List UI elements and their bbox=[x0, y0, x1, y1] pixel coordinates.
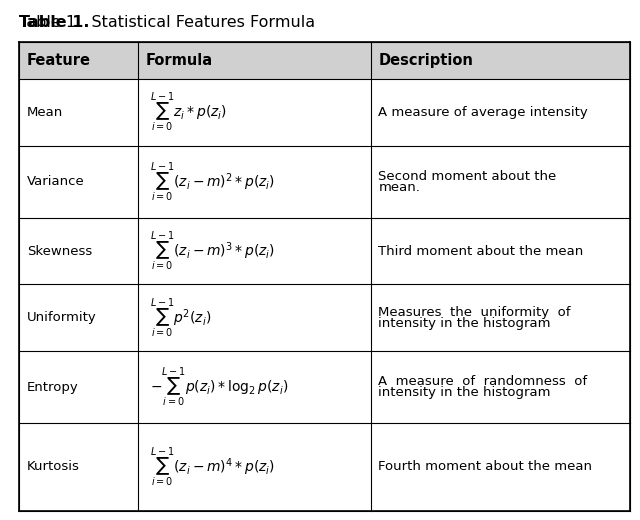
Text: $\sum_{i=0}^{L-1} p^2(z_i)$: $\sum_{i=0}^{L-1} p^2(z_i)$ bbox=[150, 296, 211, 340]
Text: Measures  the  uniformity  of: Measures the uniformity of bbox=[378, 306, 571, 319]
Text: Variance: Variance bbox=[27, 175, 84, 188]
Text: Uniformity: Uniformity bbox=[27, 311, 97, 324]
Text: $\sum_{i=0}^{L-1} z_i * p(z_i)$: $\sum_{i=0}^{L-1} z_i * p(z_i)$ bbox=[150, 90, 227, 135]
Text: mean.: mean. bbox=[378, 181, 420, 194]
Text: A measure of average intensity: A measure of average intensity bbox=[378, 106, 588, 119]
Text: Table 1.: Table 1. bbox=[19, 15, 90, 30]
Text: Entropy: Entropy bbox=[27, 381, 79, 394]
Text: Mean: Mean bbox=[27, 106, 63, 119]
Text: intensity in the histogram: intensity in the histogram bbox=[378, 386, 551, 399]
Text: Second moment about the: Second moment about the bbox=[378, 170, 557, 183]
Text: A  measure  of  randomness  of: A measure of randomness of bbox=[378, 375, 588, 388]
Text: Feature: Feature bbox=[27, 53, 91, 68]
Text: Description: Description bbox=[378, 53, 473, 68]
Text: Third moment about the mean: Third moment about the mean bbox=[378, 244, 584, 257]
Text: Fourth moment about the mean: Fourth moment about the mean bbox=[378, 460, 593, 473]
Text: $\sum_{i=0}^{L-1} (z_i - m)^2 * p(z_i)$: $\sum_{i=0}^{L-1} (z_i - m)^2 * p(z_i)$ bbox=[150, 160, 275, 204]
Text: Formula: Formula bbox=[146, 53, 213, 68]
Text: $\sum_{i=0}^{L-1} (z_i - m)^4 * p(z_i)$: $\sum_{i=0}^{L-1} (z_i - m)^4 * p(z_i)$ bbox=[150, 445, 275, 489]
Text: Skewness: Skewness bbox=[27, 244, 92, 257]
Text: Kurtosis: Kurtosis bbox=[27, 460, 80, 473]
Text: Table 1.  Statistical Features Formula: Table 1. Statistical Features Formula bbox=[19, 15, 316, 30]
Text: intensity in the histogram: intensity in the histogram bbox=[378, 317, 551, 330]
Text: $-\sum_{i=0}^{L-1} p(z_i) * \log_2 p(z_i)$: $-\sum_{i=0}^{L-1} p(z_i) * \log_2 p(z_i… bbox=[150, 365, 288, 409]
Text: $\sum_{i=0}^{L-1} (z_i - m)^3 * p(z_i)$: $\sum_{i=0}^{L-1} (z_i - m)^3 * p(z_i)$ bbox=[150, 229, 275, 273]
